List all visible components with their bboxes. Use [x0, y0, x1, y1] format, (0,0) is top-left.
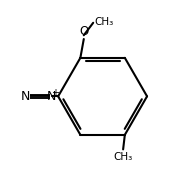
Text: +: +: [51, 88, 59, 98]
Text: N: N: [47, 90, 56, 103]
Text: O: O: [79, 25, 88, 38]
Text: CH₃: CH₃: [114, 152, 133, 162]
Text: N: N: [21, 90, 30, 103]
Text: CH₃: CH₃: [94, 17, 113, 27]
